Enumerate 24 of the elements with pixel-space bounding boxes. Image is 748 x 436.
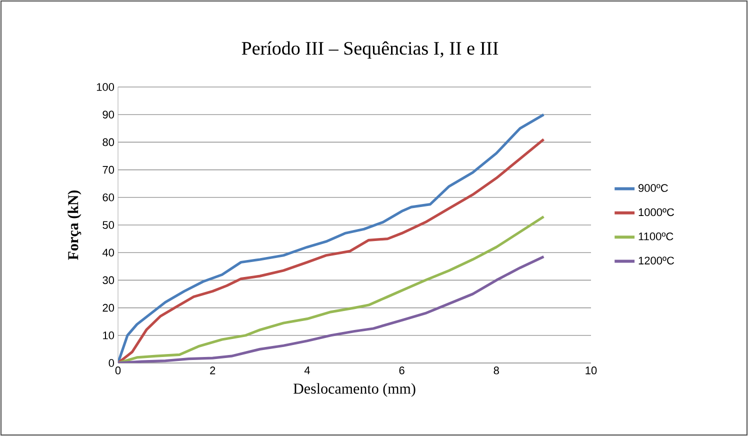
y-tick-label: 100 [96,83,114,91]
legend-label: 1200ºC [638,256,674,264]
chart-title: Período III – Sequências I, II e III [242,41,498,59]
y-tick-label: 40 [102,248,114,256]
y-tick-label: 0 [108,359,114,367]
y-tick-label: 20 [102,304,114,312]
y-tick-label: 50 [102,221,114,229]
y-tick-label: 30 [102,276,114,284]
x-axis-title: Deslocamento (mm) [294,383,416,397]
legend-label: 1100ºC [638,232,674,240]
x-tick-label: 0 [115,366,121,374]
x-tick-label: 6 [399,366,404,374]
legend-label: 1000ºC [638,208,674,216]
x-tick-label: 4 [304,366,310,374]
x-tick-label: 8 [494,366,499,374]
y-tick-label: 80 [102,138,114,146]
x-tick-label: 2 [210,366,216,374]
legend-label: 900ºC [638,184,668,192]
y-tick-label: 90 [102,110,114,118]
x-tick-label: 10 [586,366,597,374]
y-tick-label: 10 [103,332,114,340]
y-tick-label: 70 [102,166,114,174]
y-axis-title: Força (kN) [68,190,82,260]
y-tick-label: 60 [102,194,114,202]
